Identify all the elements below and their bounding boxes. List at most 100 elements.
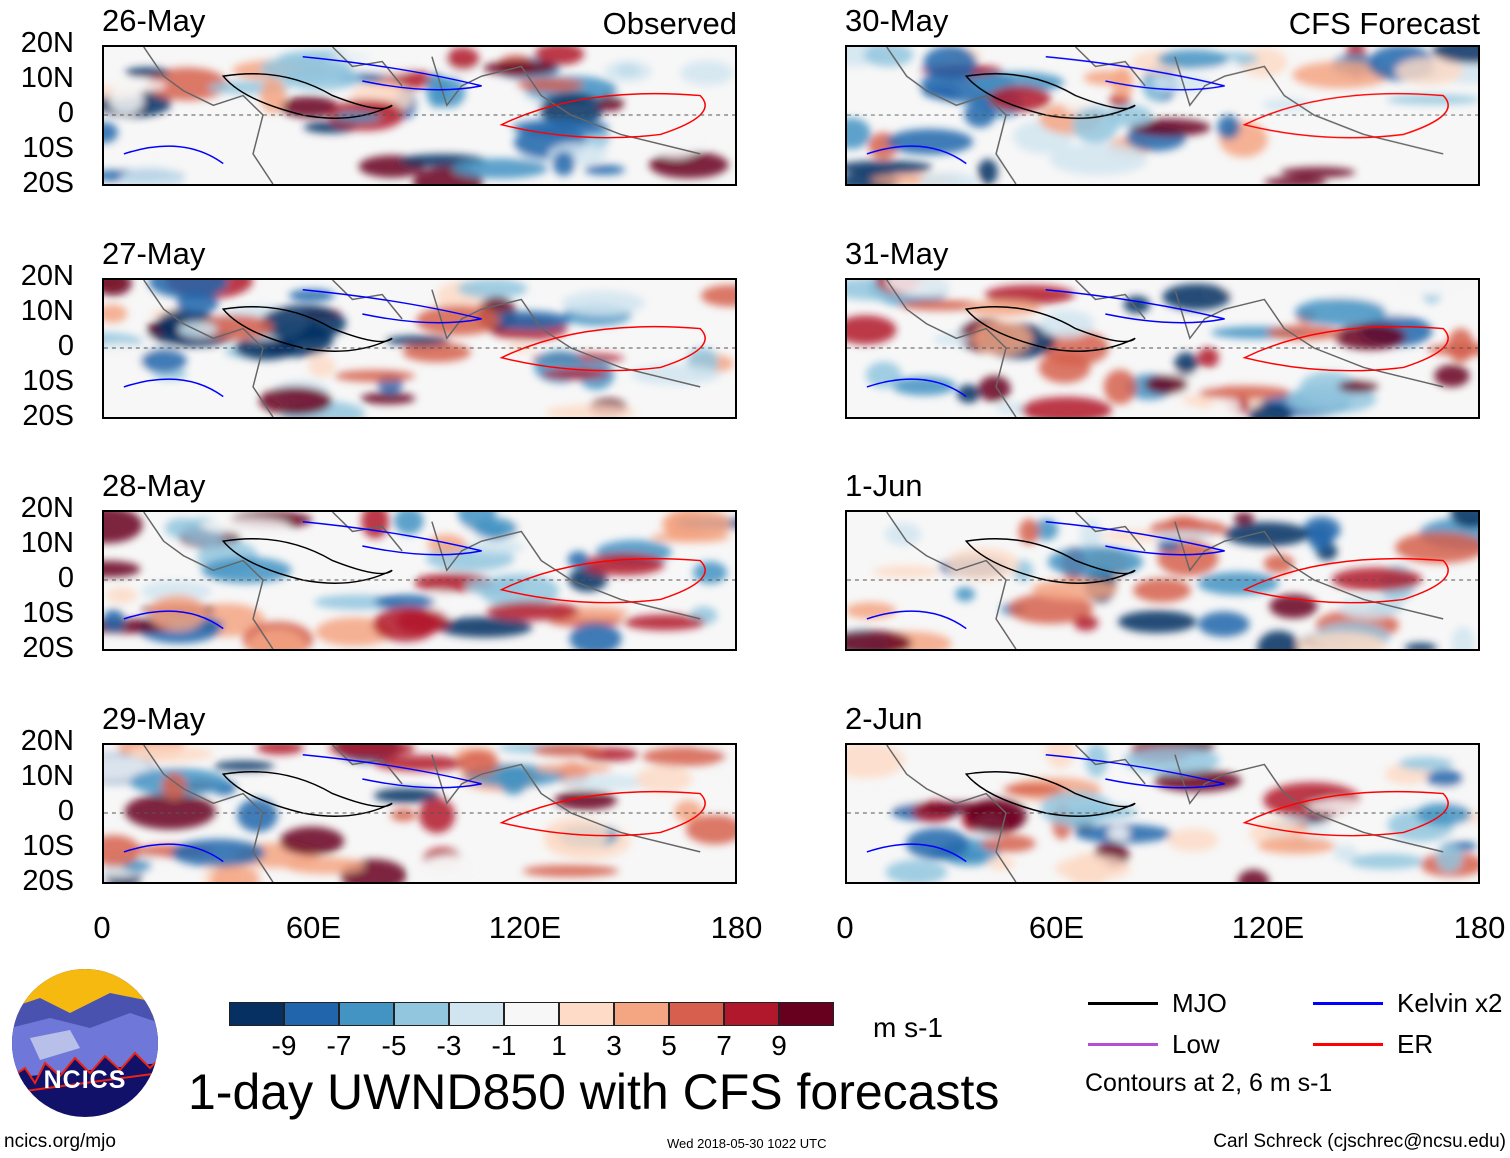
mjo-contour — [221, 73, 393, 119]
wind-anomaly-blob — [1395, 57, 1464, 85]
wind-anomaly-blob — [125, 67, 170, 78]
wind-anomaly-blob — [457, 280, 528, 299]
wind-anomaly-blob — [360, 392, 416, 405]
lat-label: 10S — [22, 830, 74, 862]
wind-anomaly-blob — [104, 280, 132, 296]
colorbar-swatch — [229, 1002, 284, 1026]
kelvin-contour — [123, 520, 482, 630]
wind-anomaly-blob — [1266, 325, 1341, 341]
wind-anomaly-blob — [247, 629, 306, 649]
wind-anomaly-blob — [847, 602, 897, 620]
wind-anomaly-blob — [1294, 298, 1387, 326]
wind-anomaly-blob — [1038, 352, 1091, 384]
lat-label: 10N — [20, 62, 74, 94]
wind-anomaly-blob — [373, 788, 440, 804]
wind-anomaly-blob — [334, 370, 415, 383]
kelvin-contour — [123, 55, 482, 165]
wind-anomaly-blob — [146, 67, 228, 101]
kelvin-contour — [866, 55, 1225, 165]
legend-label: ER — [1397, 1029, 1434, 1059]
wind-anomaly-blob — [259, 386, 332, 416]
lat-label: 20S — [22, 167, 74, 199]
wind-anomaly-blob — [1233, 512, 1255, 526]
wind-anomaly-blob — [1047, 546, 1143, 578]
wind-anomaly-blob — [1257, 837, 1336, 855]
wind-anomaly-blob — [487, 311, 571, 331]
wind-anomaly-blob — [372, 606, 439, 642]
colorbar-tick: 5 — [661, 1030, 677, 1061]
wind-anomaly-blob — [1152, 530, 1214, 542]
lat-label: 20S — [22, 632, 74, 664]
legend-line-kelvin — [1313, 1002, 1383, 1005]
wind-anomaly-blob — [1334, 323, 1406, 350]
kelvin-contour — [866, 753, 1225, 863]
kelvin-contour — [866, 288, 1225, 398]
wind-anomaly-blob — [1348, 853, 1424, 870]
wind-anomaly-blob — [161, 772, 187, 800]
panel-date: 31-May — [845, 236, 949, 271]
map-panel-observed — [102, 45, 737, 186]
wind-anomaly-blob — [1167, 828, 1219, 852]
wind-anomaly-blob — [106, 587, 138, 604]
wind-anomaly-blob — [964, 100, 996, 128]
colorbar-tick: 9 — [771, 1030, 787, 1061]
colorbar-tick: 1 — [551, 1030, 567, 1061]
wind-anomaly-blob — [308, 355, 336, 378]
wind-anomaly-blob — [1262, 98, 1311, 112]
wind-anomaly-blob — [1049, 143, 1148, 176]
wind-anomaly-blob — [539, 92, 604, 127]
wind-anomaly-blob — [642, 746, 727, 767]
wind-anomaly-blob — [1114, 512, 1150, 527]
wind-anomaly-blob — [374, 594, 436, 610]
wind-anomaly-blob — [1033, 518, 1059, 541]
wind-anomaly-blob — [922, 85, 961, 99]
lat-label: 20S — [22, 400, 74, 432]
panel-date: 29-May — [102, 701, 206, 736]
wind-anomaly-blob — [905, 827, 969, 860]
wind-anomaly-blob — [1333, 844, 1358, 863]
wind-anomaly-blob — [847, 572, 873, 590]
colorbar-swatch — [449, 1002, 504, 1026]
lon-label: 120E — [1231, 910, 1305, 945]
wind-anomaly-blob — [1432, 47, 1478, 64]
wind-anomaly-blob — [568, 567, 608, 592]
wind-anomaly-blob — [1296, 631, 1387, 649]
lat-label: 10S — [22, 365, 74, 397]
wind-anomaly-blob — [978, 375, 1011, 402]
wind-anomaly-blob — [1306, 799, 1374, 814]
wind-anomaly-blob — [899, 299, 982, 311]
colorbar-tick: -1 — [491, 1030, 517, 1061]
ncics-logo: NCICS — [10, 968, 160, 1118]
wind-anomaly-blob — [1395, 531, 1478, 564]
wind-anomaly-blob — [661, 512, 732, 541]
wind-anomaly-blob — [236, 798, 278, 833]
panel-date: 30-May — [845, 3, 949, 38]
lat-label: 10N — [20, 295, 74, 327]
colorbar-swatch — [614, 1002, 669, 1026]
lat-label: 20N — [20, 27, 74, 59]
colorbar-units: m s-1 — [873, 1012, 943, 1043]
wind-anomaly-blob — [635, 765, 693, 793]
wind-anomaly-blob — [955, 586, 976, 602]
wind-anomaly-blob — [385, 335, 450, 346]
wind-anomaly-blob — [419, 797, 455, 834]
wind-anomaly-blob — [885, 280, 970, 296]
colorbar-swatch — [724, 1002, 779, 1026]
wind-anomaly-blob — [1040, 791, 1113, 827]
wind-anomaly-blob — [1338, 380, 1379, 393]
wind-anomaly-blob — [201, 557, 292, 584]
wind-anomaly-blob — [499, 766, 528, 795]
er-contour — [1242, 557, 1449, 604]
wind-anomaly-blob — [865, 361, 902, 389]
wind-anomaly-blob — [554, 790, 617, 811]
wind-anomaly-blob — [507, 342, 535, 353]
lat-label: 20N — [20, 725, 74, 757]
wind-anomaly-blob — [141, 580, 212, 603]
colorbar-swatch — [779, 1002, 834, 1026]
legend-label: MJO — [1172, 988, 1227, 1018]
colorbar-swatch — [669, 1002, 724, 1026]
mjo-contour — [964, 538, 1136, 584]
wind-anomaly-blob — [685, 814, 735, 845]
wind-anomaly-blob — [361, 512, 390, 539]
er-contour — [499, 325, 706, 372]
